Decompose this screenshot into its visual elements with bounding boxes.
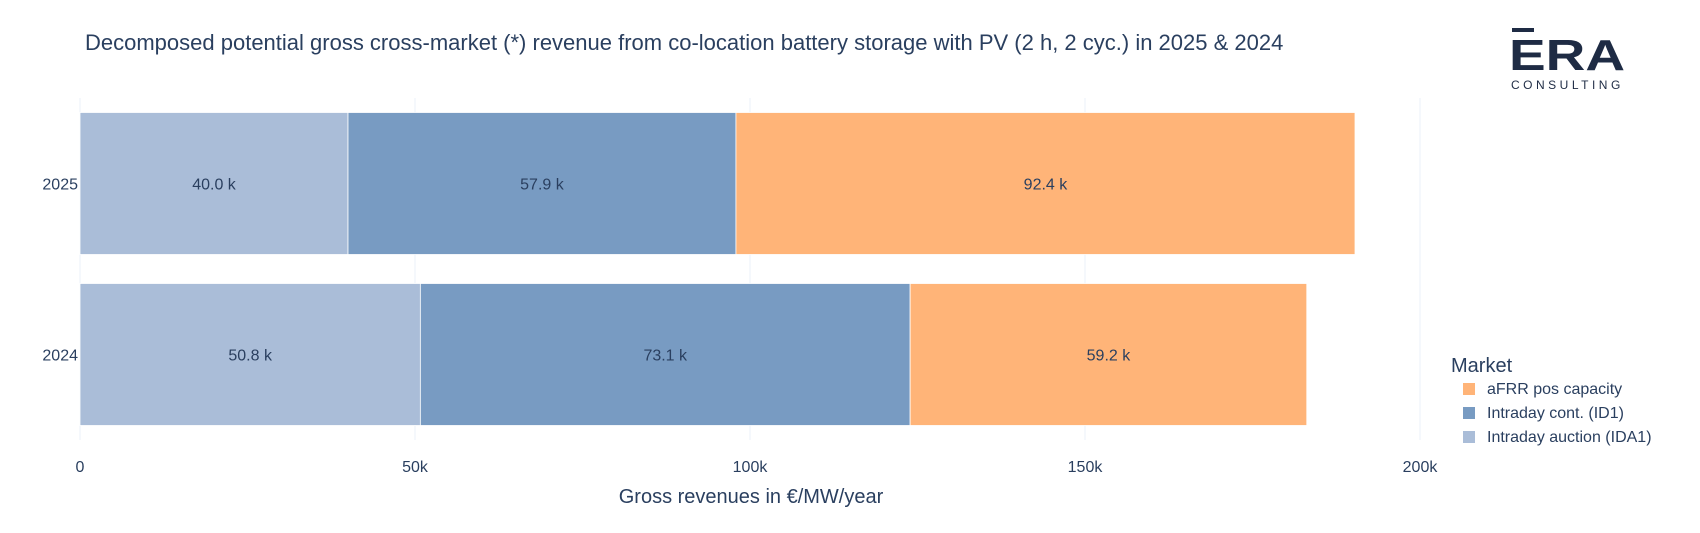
bar-segment	[79, 112, 349, 255]
legend-swatch	[1463, 407, 1475, 419]
x-tick-labels: 0 50k 100k 150k 200k	[76, 459, 1439, 476]
bar-segment	[347, 112, 737, 255]
logo-letters: ERA	[1509, 31, 1625, 80]
x-axis-title: Gross revenues in €/MW/year	[619, 486, 884, 508]
legend-entry: Intraday cont. (ID1)	[1487, 405, 1624, 422]
bar-data-label: 50.8 k	[228, 348, 273, 365]
x-tick-label: 150k	[1068, 459, 1104, 476]
bar-segment	[909, 283, 1308, 426]
bars	[79, 112, 1356, 426]
bar-segment	[735, 112, 1356, 255]
era-logo: ERA CONSULTING	[1509, 28, 1625, 92]
x-tick-label: 200k	[1403, 459, 1439, 476]
bar-data-label: 40.0 k	[192, 177, 237, 194]
y-tick-label: 2024	[42, 348, 78, 365]
legend-entry: Intraday auction (IDA1)	[1487, 429, 1652, 446]
bar-segment	[79, 283, 421, 426]
legend: Market aFRR pos capacity Intraday cont. (…	[1451, 355, 1652, 446]
x-tick-label: 0	[76, 459, 85, 476]
legend-swatch	[1463, 431, 1475, 443]
logo-notch	[1509, 28, 1515, 38]
x-tick-label: 50k	[402, 459, 429, 476]
bar-data-label: 59.2 k	[1087, 348, 1132, 365]
bar-data-label: 73.1 k	[643, 348, 688, 365]
legend-entry: aFRR pos capacity	[1487, 381, 1622, 398]
chart-title: Decomposed potential gross cross-market …	[85, 30, 1283, 55]
logo-e-top	[1512, 28, 1534, 32]
bar-data-label: 92.4 k	[1024, 177, 1069, 194]
bar-segment	[419, 283, 911, 426]
bar-labels: 40.0 k 57.9 k 92.4 k 50.8 k 73.1 k 59.2 k	[192, 177, 1131, 365]
bar-data-label: 57.9 k	[520, 177, 565, 194]
legend-title: Market	[1451, 355, 1513, 377]
legend-swatch	[1463, 383, 1475, 395]
x-tick-label: 100k	[733, 459, 769, 476]
logo-subtitle: CONSULTING	[1511, 78, 1624, 92]
y-tick-labels: 2025 2024	[42, 177, 78, 365]
y-tick-label: 2025	[42, 177, 78, 194]
